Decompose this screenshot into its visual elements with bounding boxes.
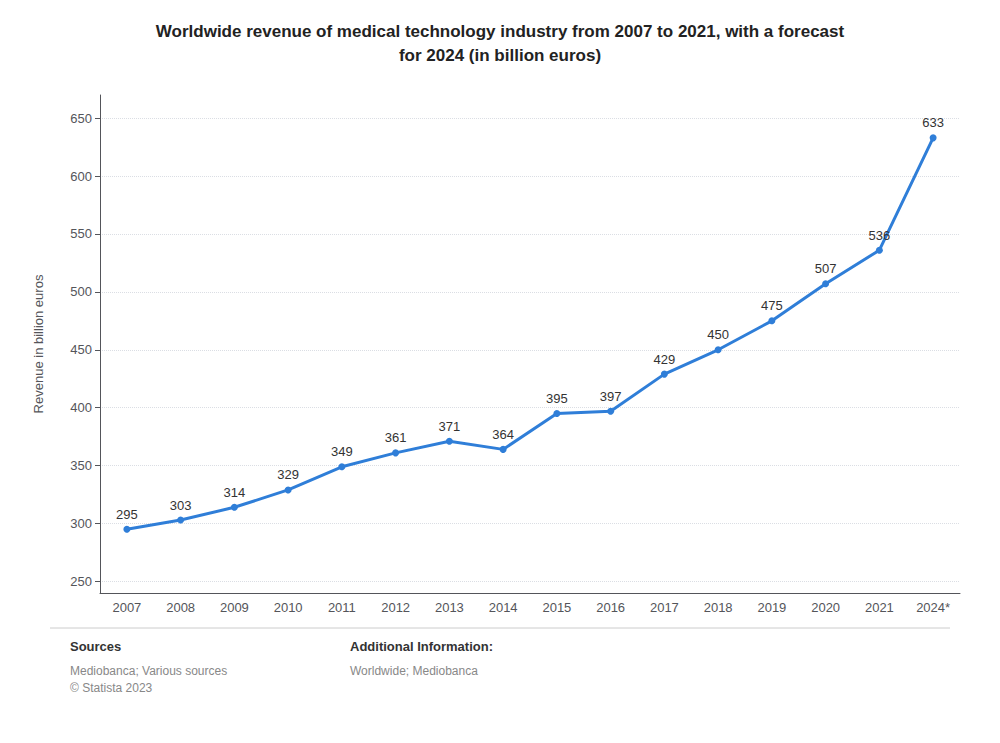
svg-text:536: 536 — [869, 228, 891, 243]
svg-text:633: 633 — [922, 115, 944, 130]
svg-text:Additional Information:: Additional Information: — [350, 639, 493, 654]
svg-text:550: 550 — [70, 226, 92, 241]
svg-text:for 2024 (in billion euros): for 2024 (in billion euros) — [399, 46, 601, 65]
svg-text:2024*: 2024* — [916, 600, 950, 615]
svg-text:Revenue in billion euros: Revenue in billion euros — [31, 274, 46, 413]
svg-text:Worldwide revenue of medical t: Worldwide revenue of medical technology … — [156, 22, 845, 41]
svg-text:2015: 2015 — [542, 600, 571, 615]
svg-text:2021: 2021 — [865, 600, 894, 615]
svg-text:2013: 2013 — [435, 600, 464, 615]
svg-text:Sources: Sources — [70, 639, 121, 654]
svg-text:2011: 2011 — [328, 600, 356, 615]
svg-text:361: 361 — [385, 430, 407, 445]
svg-text:2012: 2012 — [381, 600, 410, 615]
svg-text:250: 250 — [70, 574, 92, 589]
svg-text:2019: 2019 — [757, 600, 786, 615]
svg-text:450: 450 — [70, 342, 92, 357]
svg-text:650: 650 — [70, 111, 92, 126]
svg-text:397: 397 — [600, 389, 622, 404]
svg-text:© Statista 2023: © Statista 2023 — [70, 681, 153, 695]
svg-text:Mediobanca; Various sources: Mediobanca; Various sources — [70, 664, 227, 678]
svg-text:429: 429 — [654, 352, 676, 367]
svg-text:295: 295 — [116, 507, 138, 522]
svg-text:500: 500 — [70, 284, 92, 299]
svg-text:2009: 2009 — [220, 600, 249, 615]
svg-text:2008: 2008 — [166, 600, 195, 615]
svg-text:395: 395 — [546, 391, 568, 406]
svg-text:329: 329 — [277, 467, 299, 482]
svg-text:2014: 2014 — [489, 600, 518, 615]
svg-text:364: 364 — [492, 427, 514, 442]
svg-text:450: 450 — [707, 327, 729, 342]
svg-text:475: 475 — [761, 298, 783, 313]
svg-text:2020: 2020 — [811, 600, 840, 615]
svg-text:507: 507 — [815, 261, 837, 276]
svg-text:314: 314 — [224, 485, 246, 500]
svg-text:2017: 2017 — [650, 600, 679, 615]
svg-text:303: 303 — [170, 498, 192, 513]
svg-text:350: 350 — [70, 458, 92, 473]
svg-text:371: 371 — [439, 419, 461, 434]
svg-text:2007: 2007 — [112, 600, 141, 615]
svg-text:600: 600 — [70, 169, 92, 184]
svg-text:2018: 2018 — [704, 600, 733, 615]
svg-text:Worldwide; Mediobanca: Worldwide; Mediobanca — [350, 664, 478, 678]
svg-text:400: 400 — [70, 400, 92, 415]
svg-text:2016: 2016 — [596, 600, 625, 615]
svg-text:300: 300 — [70, 516, 92, 531]
svg-text:2010: 2010 — [274, 600, 303, 615]
svg-text:349: 349 — [331, 444, 353, 459]
